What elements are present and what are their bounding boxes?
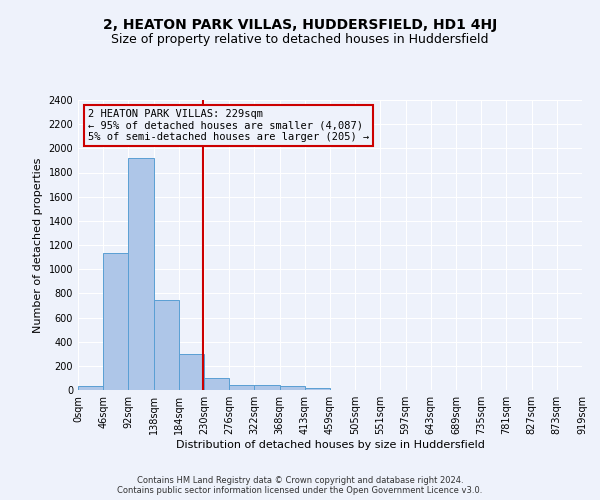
Bar <box>78 386 103 390</box>
Bar <box>254 385 280 390</box>
Text: 2, HEATON PARK VILLAS, HUDDERSFIELD, HD1 4HJ: 2, HEATON PARK VILLAS, HUDDERSFIELD, HD1… <box>103 18 497 32</box>
Bar <box>280 386 305 390</box>
Bar <box>128 158 154 390</box>
Text: Size of property relative to detached houses in Huddersfield: Size of property relative to detached ho… <box>111 32 489 46</box>
Y-axis label: Number of detached properties: Number of detached properties <box>33 158 43 332</box>
Bar <box>305 388 330 390</box>
Bar <box>179 354 204 390</box>
Bar <box>204 378 229 390</box>
Text: 2 HEATON PARK VILLAS: 229sqm
← 95% of detached houses are smaller (4,087)
5% of : 2 HEATON PARK VILLAS: 229sqm ← 95% of de… <box>88 108 370 142</box>
Bar <box>103 254 128 390</box>
Bar <box>229 384 254 390</box>
Bar <box>154 300 179 390</box>
X-axis label: Distribution of detached houses by size in Huddersfield: Distribution of detached houses by size … <box>176 440 484 450</box>
Text: Contains HM Land Registry data © Crown copyright and database right 2024.
Contai: Contains HM Land Registry data © Crown c… <box>118 476 482 495</box>
